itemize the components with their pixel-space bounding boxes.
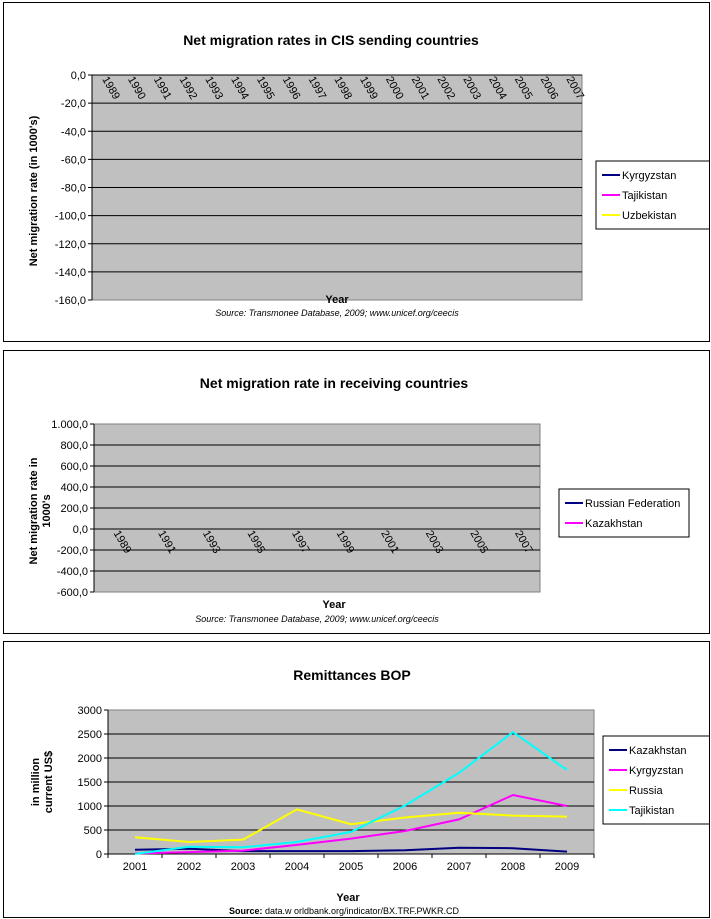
chart-cis-sending-svg: Net migration rates in CIS sending count… (28, 32, 709, 318)
series-line-tajikistan (134, 730, 568, 855)
chart-cis-sending: Net migration rates in CIS sending count… (3, 2, 710, 342)
source-note: Source: Transmonee Database, 2009; www.u… (195, 614, 439, 624)
source-label: Source: (229, 906, 263, 916)
y-tick-label: 500 (84, 825, 102, 837)
series-line-kyrgyzstan (134, 793, 568, 855)
chart-receiving-svg: Net migration rate in receiving countrie… (28, 375, 690, 624)
y-tick-label: 1.000,0 (51, 419, 88, 431)
x-tick-label: 2008 (501, 861, 525, 873)
x-tick-label: 2009 (555, 861, 579, 873)
x-tick-label: 2004 (285, 861, 309, 873)
legend-box (558, 488, 690, 538)
chart-title: Net migration rates in CIS sending count… (183, 32, 479, 48)
legend-label: Russian Federation (585, 498, 680, 510)
y-tick-label: 3000 (78, 705, 102, 717)
legend-label: Russia (629, 785, 664, 797)
y-tick-label: -120,0 (55, 239, 86, 251)
source-note: Source: data.w orldbank.org/indicator/BX… (229, 906, 460, 916)
y-tick-label: 400,0 (60, 482, 88, 494)
legend-label: Tajikistan (629, 805, 674, 817)
x-tick-label: 2005 (339, 861, 363, 873)
x-tick-label: 2007 (447, 861, 471, 873)
y-tick-label: 0,0 (73, 524, 88, 536)
x-axis-title: Year (336, 892, 360, 904)
y-tick-label: 1000 (78, 801, 102, 813)
y-tick-label: -600,0 (57, 587, 88, 599)
y-tick-label: 2500 (78, 729, 102, 741)
y-tick-label: -40,0 (61, 126, 86, 138)
y-tick-label: 200,0 (60, 503, 88, 515)
y-tick-label: 0,0 (71, 70, 86, 82)
y-axis-title: current US$ (43, 751, 55, 813)
y-axis-title: in million (30, 758, 42, 807)
y-axis-title: Net migration rate (in 1000's) (28, 115, 40, 266)
legend-label: Tajikistan (622, 190, 667, 202)
x-tick-label: 2006 (393, 861, 417, 873)
y-tick-label: 800,0 (60, 440, 88, 452)
x-tick-label: 2002 (177, 861, 201, 873)
chart-remittances-svg: Remittances BOP 3000 2500 2000 1500 1000 500 0 2… (30, 667, 709, 916)
chart-remittances: Remittances BOP 3000 2500 2000 1500 1000 500 0 2… (3, 641, 710, 918)
legend-label: Kyrgyzstan (629, 765, 683, 777)
y-tick-label: -20,0 (61, 98, 86, 110)
chart-title: Net migration rate in receiving countrie… (200, 375, 469, 391)
y-tick-label: 1500 (78, 777, 102, 789)
series-line-kazakhstan (134, 846, 568, 853)
legend-label: Kazakhstan (629, 745, 686, 757)
y-tick-label: -80,0 (61, 183, 86, 195)
y-axis-title: Net migration rate in (28, 457, 40, 564)
source-text: data.w orldbank.org/indicator/BX.TRF.PWK… (262, 906, 459, 916)
legend-label: Kyrgyzstan (622, 170, 676, 182)
y-tick-label: -100,0 (55, 211, 86, 223)
y-tick-label: -160,0 (55, 295, 86, 307)
y-tick-label: -200,0 (57, 545, 88, 557)
x-tick-label: 2001 (123, 861, 147, 873)
y-tick-label: -60,0 (61, 154, 86, 166)
series-line-russia (134, 808, 568, 844)
x-axis-title: Year (325, 294, 349, 306)
y-tick-label: 0 (96, 849, 102, 861)
x-tick-label: 2003 (231, 861, 255, 873)
x-axis-title: Year (322, 599, 346, 611)
legend-label: Kazakhstan (585, 518, 642, 530)
chart-title: Remittances BOP (293, 667, 410, 683)
y-tick-label: 600,0 (60, 461, 88, 473)
legend-label: Uzbekistan (622, 210, 676, 222)
y-tick-label: 2000 (78, 753, 102, 765)
source-note: Source: Transmonee Database, 2009; www.u… (215, 308, 459, 318)
y-axis-title: 1000's (41, 494, 53, 527)
y-tick-label: -400,0 (57, 566, 88, 578)
chart-receiving: Net migration rate in receiving countrie… (3, 350, 710, 634)
y-tick-label: -140,0 (55, 267, 86, 279)
